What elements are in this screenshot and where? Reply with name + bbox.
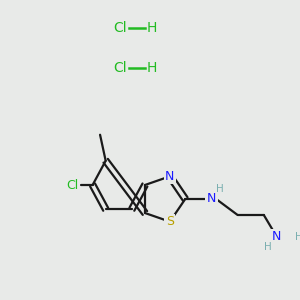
Text: H: H — [146, 61, 157, 75]
Text: N: N — [207, 193, 216, 206]
Text: H: H — [264, 242, 272, 252]
Text: N: N — [272, 230, 282, 244]
Text: Cl: Cl — [113, 61, 127, 75]
Text: Cl: Cl — [113, 21, 127, 35]
Text: H: H — [216, 184, 224, 194]
Text: Cl: Cl — [66, 178, 78, 191]
Text: N: N — [165, 170, 175, 183]
Text: H: H — [146, 21, 157, 35]
Text: H: H — [296, 232, 300, 242]
Text: S: S — [166, 215, 174, 228]
